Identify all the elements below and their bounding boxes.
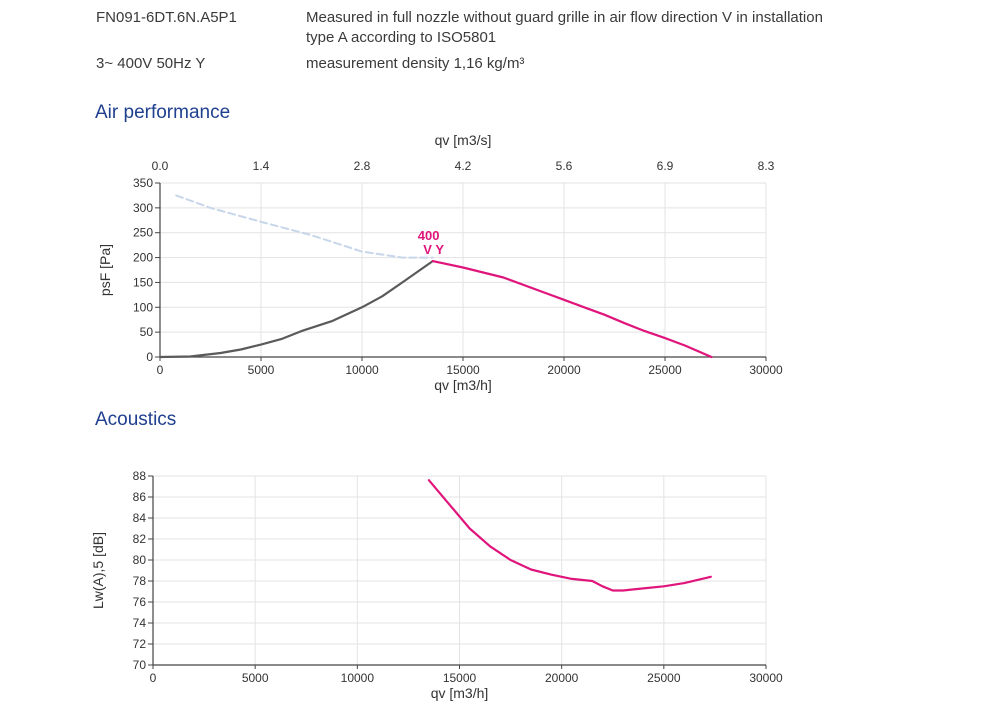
acoustic-y-tick-label: 84 bbox=[133, 511, 147, 525]
air-top-tick-label: 8.3 bbox=[758, 159, 775, 173]
acoustic-x-tick-label: 25000 bbox=[647, 671, 681, 685]
air-series-line-0 bbox=[175, 194, 434, 259]
air-y-tick-label: 100 bbox=[133, 300, 153, 314]
acoustic-x-tick-label: 15000 bbox=[443, 671, 477, 685]
air-y-tick-label: 300 bbox=[133, 201, 153, 215]
acoustic-y-axis-title: Lw(A),5 [dB] bbox=[90, 532, 106, 609]
air-x-tick-label: 25000 bbox=[648, 363, 682, 377]
air-performance-title: Air performance bbox=[95, 102, 231, 123]
model-name: FN091-6DT.6N.A5P1 bbox=[96, 9, 237, 26]
acoustic-x-tick-label: 10000 bbox=[341, 671, 375, 685]
air-top-tick-label: 6.9 bbox=[657, 159, 674, 173]
air-x-tick-label: 5000 bbox=[248, 363, 275, 377]
acoustic-x-tick-label: 30000 bbox=[749, 671, 783, 685]
acoustic-y-tick-label: 76 bbox=[133, 595, 147, 609]
air-series-line-2 bbox=[431, 260, 713, 359]
measurement-density: measurement density 1,16 kg/m³ bbox=[306, 55, 525, 72]
air-curve-label-connection: V Y bbox=[423, 242, 444, 257]
acoustic-y-tick-label: 70 bbox=[133, 658, 147, 672]
air-top-axis-title: qv [m3/s] bbox=[435, 132, 492, 148]
air-x-tick-label: 30000 bbox=[749, 363, 783, 377]
acoustic-x-tick-label: 0 bbox=[150, 671, 157, 685]
acoustic-y-tick-label: 86 bbox=[133, 490, 147, 504]
air-y-axis-title: psF [Pa] bbox=[97, 244, 113, 296]
measurement-description-line1: Measured in full nozzle without guard gr… bbox=[306, 9, 823, 26]
acoustic-y-tick-label: 74 bbox=[133, 616, 147, 630]
air-y-tick-label: 0 bbox=[146, 350, 153, 364]
acoustic-x-tick-label: 5000 bbox=[242, 671, 269, 685]
air-curve-label-speed: 400 bbox=[418, 228, 440, 243]
measurement-description-line2: type A according to ISO5801 bbox=[306, 29, 497, 46]
acoustic-y-tick-label: 78 bbox=[133, 574, 147, 588]
air-y-tick-label: 150 bbox=[133, 275, 153, 289]
acoustic-y-tick-label: 82 bbox=[133, 532, 147, 546]
acoustic-series-line-0 bbox=[427, 479, 712, 592]
acoustic-y-tick-label: 72 bbox=[133, 637, 147, 651]
air-y-tick-label: 200 bbox=[133, 251, 153, 265]
acoustic-x-axis-title: qv [m3/h] bbox=[431, 685, 489, 701]
acoustics-title: Acoustics bbox=[95, 409, 177, 430]
air-top-tick-label: 1.4 bbox=[253, 159, 270, 173]
air-y-tick-label: 250 bbox=[133, 226, 153, 240]
supply-voltage: 3~ 400V 50Hz Y bbox=[96, 55, 206, 72]
air-y-tick-label: 350 bbox=[133, 176, 153, 190]
air-series-line-1 bbox=[158, 260, 434, 359]
air-top-tick-label: 5.6 bbox=[556, 159, 573, 173]
acoustic-y-tick-label: 88 bbox=[133, 469, 147, 483]
air-x-tick-label: 10000 bbox=[345, 363, 379, 377]
air-x-axis-title: qv [m3/h] bbox=[434, 377, 492, 393]
acoustic-y-tick-label: 80 bbox=[133, 553, 147, 567]
acoustic-x-tick-label: 20000 bbox=[545, 671, 579, 685]
air-x-tick-label: 20000 bbox=[547, 363, 581, 377]
air-x-tick-label: 0 bbox=[157, 363, 164, 377]
air-top-tick-label: 2.8 bbox=[354, 159, 371, 173]
air-top-tick-label: 4.2 bbox=[455, 159, 472, 173]
air-top-tick-label: 0.0 bbox=[152, 159, 169, 173]
air-x-tick-label: 15000 bbox=[446, 363, 480, 377]
air-y-tick-label: 50 bbox=[140, 325, 154, 339]
